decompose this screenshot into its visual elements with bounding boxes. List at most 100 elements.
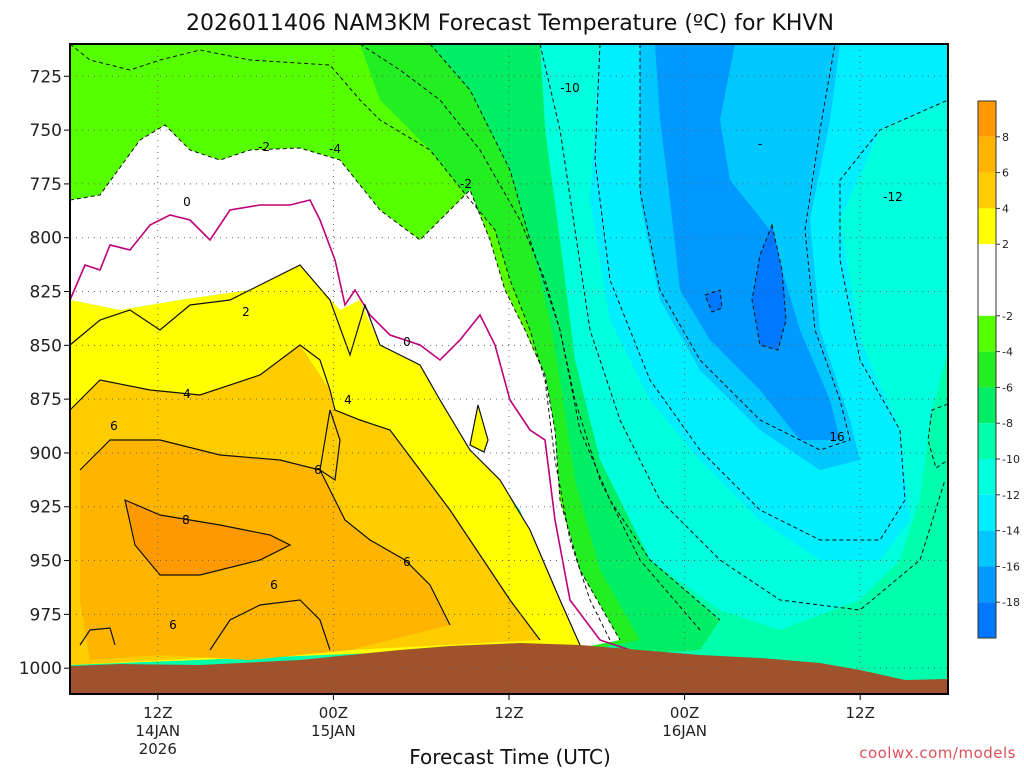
- contour-minus-18: [751, 223, 787, 351]
- contour-label: -2: [460, 177, 472, 191]
- contour-minus-18b: [704, 289, 723, 313]
- colorbar-band: [978, 459, 996, 495]
- chart-title: 2026011406 NAM3KM Forecast Temperature (…: [186, 11, 834, 36]
- x-tick-label: 15JAN: [311, 722, 356, 740]
- zero-contour: [69, 199, 631, 651]
- y-tick-label: 825: [30, 283, 62, 303]
- colorbar-band: [978, 494, 996, 531]
- colorbar-tick-label: -6: [1002, 381, 1013, 394]
- contour-label: 16: [829, 430, 844, 444]
- colorbar-frame: [977, 100, 997, 639]
- credit-text: coolwx.com/models: [859, 744, 1016, 762]
- contour-plus-6d: [79, 627, 116, 646]
- colorbar-tick-label: -18: [1002, 596, 1020, 609]
- x-tick-label: 12Z: [846, 704, 875, 722]
- band-cold-5: [655, 44, 840, 440]
- y-axis: 725 750 775 800 825 850 875 900 925 950 975 1000: [19, 67, 70, 679]
- y-tick-label: 875: [30, 390, 62, 410]
- y-tick-label: 950: [30, 552, 62, 572]
- colorbar-band: [978, 172, 996, 209]
- band-plus-8: [125, 500, 290, 575]
- x-tick-label: 12Z: [143, 704, 172, 722]
- contour-label: 6: [110, 419, 118, 433]
- y-tick-label: 725: [30, 67, 62, 87]
- x-tick-label: 00Z: [319, 704, 348, 722]
- contour-label: -12: [883, 190, 903, 204]
- contour-minus-4: [69, 43, 611, 641]
- colorbar-tick-label: -4: [1002, 346, 1013, 359]
- contour-label: 6: [169, 618, 177, 632]
- colorbar-tick-label: 4: [1002, 202, 1009, 215]
- band-zero: [70, 125, 620, 650]
- contour-plus-2: [69, 264, 581, 646]
- y-tick-label: 1000: [19, 659, 62, 679]
- colorbar-band: [978, 351, 996, 388]
- x-tick-label: 2026: [139, 740, 177, 758]
- x-axis-label: Forecast Time (UTC): [409, 745, 611, 768]
- colorbar-band: [978, 530, 996, 567]
- colorbar-tick-label: -8: [1002, 417, 1013, 430]
- colorbar-tick-label: -12: [1002, 489, 1020, 502]
- band-minus-4: [70, 44, 640, 650]
- x-tick-label: 00Z: [670, 704, 699, 722]
- colorbar-band: [978, 244, 996, 316]
- plot-area: -10 -2 -4 0 -2 2 0 4 4 6 6 6 8 6 6 -12 16 -: [69, 43, 949, 695]
- contour-label: 4: [344, 393, 352, 407]
- colorbar-tick-label: 2: [1002, 238, 1009, 251]
- contour-island: [469, 404, 489, 453]
- colorbar-band: [978, 602, 996, 638]
- y-tick-label: 750: [30, 121, 62, 141]
- contour-label: -: [758, 137, 762, 151]
- colorbar-band: [978, 566, 996, 603]
- negative-contours: [69, 43, 949, 641]
- warm-island: [470, 405, 488, 452]
- contour-label: -10: [560, 81, 580, 95]
- contour-label: 0: [183, 195, 191, 209]
- contour-label: 0: [403, 335, 411, 349]
- contour-label: 6: [314, 463, 322, 477]
- colorbar-tick-label: 6: [1002, 167, 1009, 180]
- contour-minus-10: [429, 43, 721, 621]
- contour-label: 4: [183, 387, 191, 401]
- band-cold-6b: [705, 290, 722, 312]
- colorbar-band: [978, 101, 996, 137]
- y-tick-label: 900: [30, 444, 62, 464]
- contour-labels: -10 -2 -4 0 -2 2 0 4 4 6 6 6 8 6 6 -12 16 -: [110, 81, 903, 632]
- grid-lines: [70, 44, 948, 694]
- colorbar-band: [978, 315, 996, 352]
- colorbar-tick-label: -2: [1002, 310, 1013, 323]
- colorbar: 8 6 4 2 -2 -4 -6 -8 -10 -12 -14 -16 -18: [977, 100, 1020, 639]
- contour-plus-8: [124, 498, 292, 576]
- colorbar-tick-label: 8: [1002, 131, 1009, 144]
- contour-plus-4: [69, 344, 541, 641]
- positive-contours: [69, 264, 581, 651]
- x-tick-label: 14JAN: [135, 722, 180, 740]
- contour-plus-6c: [209, 599, 331, 651]
- contour-label: -2: [258, 140, 270, 154]
- colorbar-tick-label: -14: [1002, 525, 1020, 538]
- x-tick-label: 12Z: [494, 704, 523, 722]
- colorbar-band: [978, 423, 996, 459]
- colorbar-tick-label: -16: [1002, 560, 1020, 573]
- x-tick-label: 16JAN: [662, 722, 707, 740]
- colorbar-band: [978, 136, 996, 173]
- contour-plus-6b: [319, 409, 341, 482]
- y-tick-label: 975: [30, 605, 62, 625]
- contour-label: 6: [403, 555, 411, 569]
- band-cold-6: [752, 225, 786, 350]
- contour-minus-16: [639, 43, 851, 451]
- y-tick-label: 850: [30, 336, 62, 356]
- y-tick-label: 925: [30, 498, 62, 518]
- y-tick-label: 800: [30, 229, 62, 249]
- colorbar-band: [978, 387, 996, 424]
- contour-minus-14: [594, 43, 949, 541]
- colorbar-tick-label: -10: [1002, 453, 1020, 466]
- contour-label: 6: [270, 578, 278, 592]
- contour-zero: [69, 199, 631, 651]
- contour-label: 8: [182, 513, 190, 527]
- y-tick-label: 775: [30, 175, 62, 195]
- contour-minus-12: [539, 43, 946, 611]
- contour-label: -4: [329, 142, 341, 156]
